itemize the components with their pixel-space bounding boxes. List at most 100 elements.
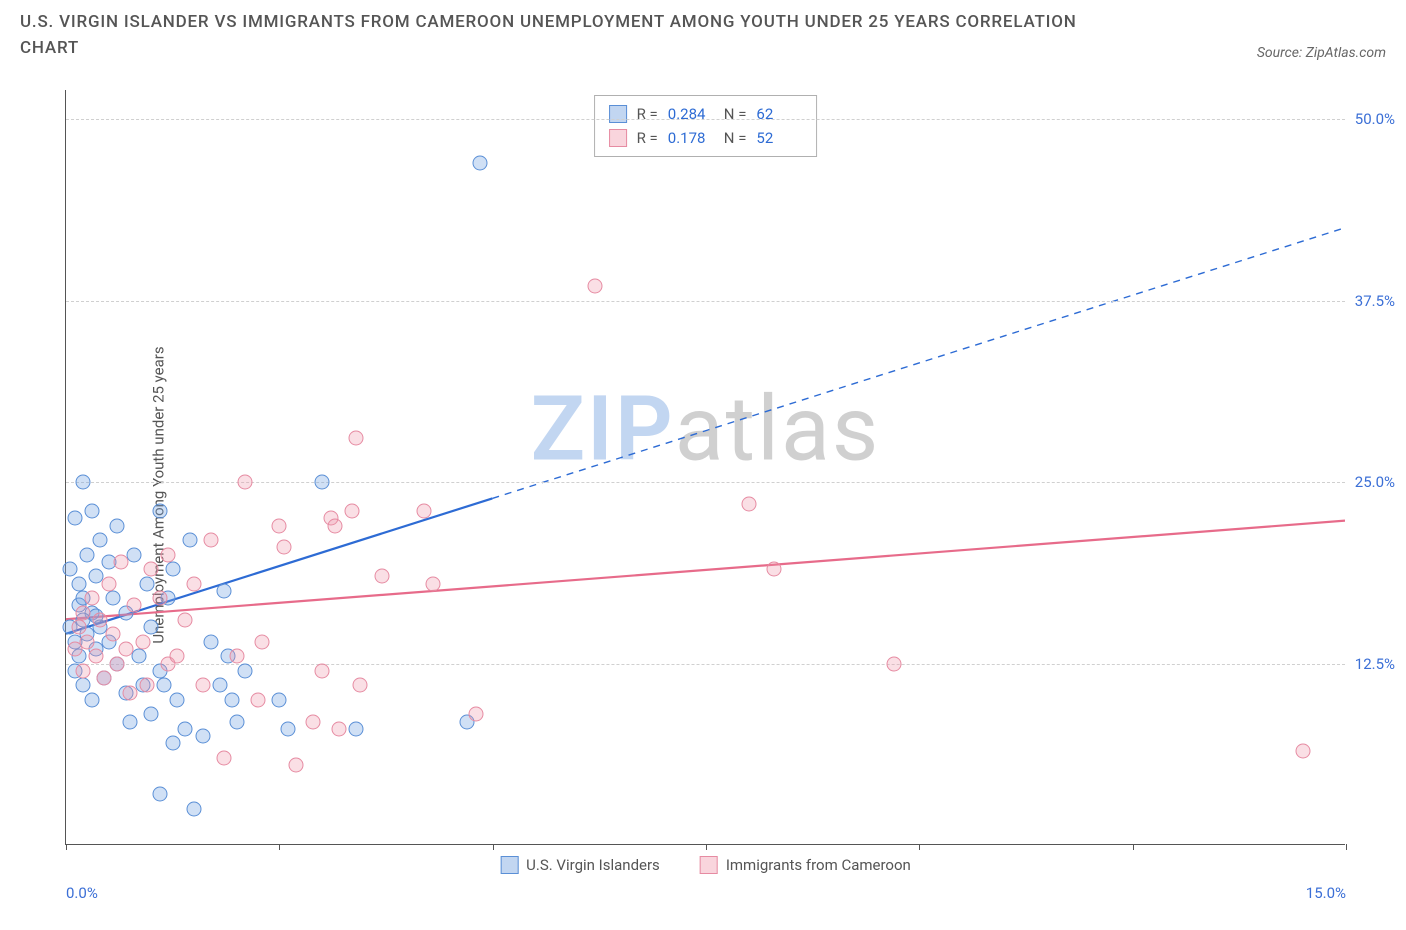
- scatter-marker: [1296, 743, 1311, 758]
- x-tick: [1133, 844, 1134, 850]
- scatter-marker: [349, 721, 364, 736]
- scatter-marker: [276, 540, 291, 555]
- scatter-marker: [417, 504, 432, 519]
- stat-r-value: 0.178: [668, 126, 714, 150]
- legend-label: Immigrants from Cameroon: [726, 856, 911, 874]
- scatter-marker: [272, 692, 287, 707]
- swatch-pink-icon: [700, 856, 718, 874]
- scatter-marker: [178, 721, 193, 736]
- stat-r-label: R =: [637, 102, 658, 126]
- scatter-marker: [472, 155, 487, 170]
- stat-r-label: R =: [637, 126, 658, 150]
- scatter-marker: [349, 431, 364, 446]
- scatter-marker: [105, 627, 120, 642]
- scatter-marker: [195, 678, 210, 693]
- watermark-zip: ZIP: [531, 377, 675, 482]
- scatter-marker: [225, 692, 240, 707]
- x-tick: [919, 844, 920, 850]
- scatter-marker: [123, 685, 138, 700]
- y-tick-label: 12.5%: [1350, 655, 1395, 673]
- scatter-marker: [182, 533, 197, 548]
- scatter-marker: [110, 518, 125, 533]
- scatter-marker: [152, 787, 167, 802]
- scatter-marker: [327, 518, 342, 533]
- scatter-marker: [84, 692, 99, 707]
- scatter-marker: [152, 591, 167, 606]
- x-tick: [279, 844, 280, 850]
- scatter-marker: [216, 583, 231, 598]
- scatter-marker: [105, 591, 120, 606]
- scatter-marker: [80, 634, 95, 649]
- gridline: [66, 664, 1345, 665]
- legend-item: Immigrants from Cameroon: [700, 856, 911, 874]
- legend-item: U.S. Virgin Islanders: [500, 856, 660, 874]
- bottom-legend: U.S. Virgin Islanders Immigrants from Ca…: [500, 856, 911, 874]
- gridline: [66, 119, 1345, 120]
- scatter-marker: [255, 634, 270, 649]
- scatter-marker: [468, 707, 483, 722]
- scatter-marker: [152, 504, 167, 519]
- chart-title: U.S. VIRGIN ISLANDER VS IMMIGRANTS FROM …: [20, 10, 1120, 61]
- scatter-marker: [76, 663, 91, 678]
- scatter-marker: [251, 692, 266, 707]
- scatter-marker: [76, 605, 91, 620]
- scatter-marker: [238, 475, 253, 490]
- watermark-atlas: atlas: [675, 377, 881, 482]
- scatter-marker: [187, 576, 202, 591]
- scatter-marker: [144, 707, 159, 722]
- scatter-marker: [131, 649, 146, 664]
- x-tick-label: 0.0%: [66, 884, 98, 902]
- stat-n-value: 62: [756, 102, 802, 126]
- x-tick-label: 15.0%: [1306, 884, 1346, 902]
- scatter-marker: [63, 562, 78, 577]
- scatter-marker: [169, 692, 184, 707]
- scatter-marker: [272, 518, 287, 533]
- gridline: [66, 301, 1345, 302]
- plot-area: ZIPatlas R = 0.284 N = 62 R = 0.178 N = …: [65, 90, 1345, 845]
- stats-row: R = 0.284 N = 62: [609, 102, 803, 126]
- scatter-marker: [353, 678, 368, 693]
- scatter-marker: [425, 576, 440, 591]
- scatter-marker: [315, 475, 330, 490]
- scatter-marker: [332, 721, 347, 736]
- scatter-marker: [88, 649, 103, 664]
- scatter-marker: [84, 591, 99, 606]
- scatter-marker: [161, 547, 176, 562]
- x-tick: [706, 844, 707, 850]
- source-label: Source: ZipAtlas.com: [1257, 45, 1386, 61]
- scatter-marker: [204, 634, 219, 649]
- scatter-marker: [216, 750, 231, 765]
- scatter-marker: [306, 714, 321, 729]
- swatch-blue-icon: [500, 856, 518, 874]
- scatter-marker: [84, 504, 99, 519]
- legend-label: U.S. Virgin Islanders: [526, 856, 660, 874]
- x-tick: [66, 844, 67, 850]
- scatter-marker: [135, 634, 150, 649]
- scatter-marker: [315, 663, 330, 678]
- stats-row: R = 0.178 N = 52: [609, 126, 803, 150]
- scatter-marker: [140, 678, 155, 693]
- swatch-blue-icon: [609, 105, 627, 123]
- chart-header: U.S. VIRGIN ISLANDER VS IMMIGRANTS FROM …: [0, 0, 1406, 61]
- scatter-marker: [165, 736, 180, 751]
- scatter-marker: [67, 511, 82, 526]
- scatter-marker: [93, 533, 108, 548]
- scatter-marker: [123, 714, 138, 729]
- stat-n-label: N =: [724, 102, 747, 126]
- scatter-marker: [886, 656, 901, 671]
- x-tick: [493, 844, 494, 850]
- watermark: ZIPatlas: [531, 377, 881, 482]
- scatter-marker: [178, 612, 193, 627]
- scatter-marker: [767, 562, 782, 577]
- scatter-marker: [76, 475, 91, 490]
- scatter-marker: [187, 801, 202, 816]
- scatter-marker: [71, 620, 86, 635]
- stat-n-label: N =: [724, 126, 747, 150]
- scatter-marker: [289, 758, 304, 773]
- scatter-marker: [229, 714, 244, 729]
- scatter-marker: [238, 663, 253, 678]
- scatter-marker: [344, 504, 359, 519]
- scatter-marker: [204, 533, 219, 548]
- scatter-marker: [93, 612, 108, 627]
- scatter-marker: [165, 562, 180, 577]
